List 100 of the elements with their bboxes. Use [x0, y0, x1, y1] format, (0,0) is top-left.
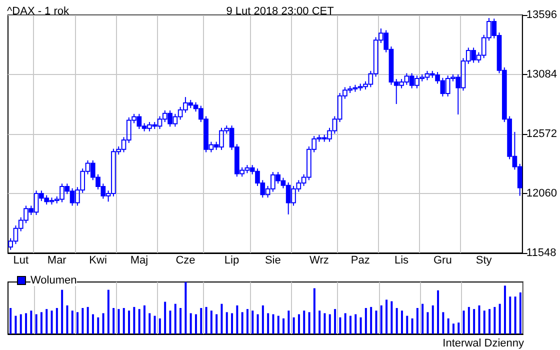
bar — [241, 312, 244, 334]
y-tick-label: 13084 — [526, 68, 558, 80]
bar — [25, 313, 28, 334]
bar — [169, 310, 172, 334]
bar — [210, 310, 212, 334]
bar — [390, 301, 393, 334]
x-tick-label: Paz — [350, 254, 370, 266]
bar — [468, 306, 470, 334]
bar — [20, 314, 22, 334]
bar — [380, 305, 382, 334]
bar — [61, 290, 64, 334]
bar — [344, 313, 346, 334]
bar — [262, 305, 264, 334]
bar — [180, 308, 182, 334]
bar — [46, 309, 48, 334]
bar — [56, 308, 58, 334]
bar — [256, 314, 259, 334]
bar — [97, 317, 100, 334]
bar — [40, 312, 42, 334]
bar — [426, 312, 429, 334]
y-tick-label: 12060 — [526, 188, 558, 200]
bar — [107, 290, 110, 334]
bar — [416, 308, 418, 334]
chart-title: ^DAX - 1 rok — [7, 6, 70, 18]
bar — [200, 308, 202, 334]
bar — [411, 318, 414, 334]
bar — [76, 312, 79, 334]
x-tick-label: Wrz — [310, 254, 329, 266]
bar — [252, 310, 254, 334]
bar — [272, 314, 274, 334]
bar — [498, 304, 501, 334]
bar — [133, 306, 136, 334]
x-tick-label: Lut — [13, 254, 29, 266]
bar — [396, 308, 398, 334]
bar — [143, 305, 146, 334]
y-tick-label: 12572 — [526, 128, 558, 140]
x-tick-label: Kwi — [89, 254, 107, 266]
x-tick-label: Mar — [47, 254, 67, 266]
bar — [504, 286, 506, 334]
text: Interwal Dzienny — [442, 338, 524, 350]
bar — [50, 310, 53, 334]
x-tick-label: Sie — [264, 254, 281, 266]
bar — [267, 313, 270, 334]
bar — [303, 310, 306, 334]
bar — [220, 304, 223, 334]
bar — [164, 302, 166, 334]
bar — [328, 314, 331, 334]
bar — [370, 306, 372, 334]
bar — [432, 305, 434, 334]
bar — [246, 309, 248, 334]
bar — [473, 309, 476, 334]
bar — [386, 300, 388, 334]
bar — [138, 309, 140, 334]
bar — [334, 309, 336, 334]
bar — [10, 308, 12, 334]
bar — [122, 308, 125, 334]
bar — [349, 316, 352, 334]
x-tick-label: Cze — [176, 254, 196, 266]
bar — [494, 306, 496, 334]
bar — [194, 314, 197, 334]
bar — [509, 296, 512, 334]
bar — [112, 308, 115, 334]
bar — [282, 318, 285, 334]
y-tick-label: 13596 — [526, 9, 558, 21]
bar — [205, 306, 208, 334]
bar — [92, 314, 94, 334]
bar — [422, 304, 424, 334]
bar — [292, 317, 295, 334]
bar — [128, 310, 130, 334]
bar — [86, 306, 89, 334]
x-tick-label: Maj — [130, 254, 148, 266]
legend-label: Wolumen — [30, 274, 77, 286]
bar — [514, 296, 516, 334]
bar — [66, 305, 68, 334]
y-tick-label: 11548 — [526, 247, 556, 259]
bar — [483, 310, 486, 334]
bar — [35, 314, 38, 334]
bar — [400, 310, 403, 334]
x-tick-label: Sty — [476, 254, 492, 266]
bar — [375, 310, 378, 334]
x-tick-label: Lip — [224, 254, 240, 266]
bar — [288, 310, 290, 334]
bar — [14, 316, 17, 334]
bar — [118, 309, 120, 334]
bar — [406, 316, 408, 334]
bar — [452, 324, 454, 334]
bar — [148, 313, 151, 334]
bar — [82, 308, 84, 334]
bar — [447, 318, 450, 334]
bar — [226, 312, 228, 334]
bar — [437, 290, 440, 334]
bar — [318, 310, 321, 334]
bar — [478, 305, 480, 334]
bar — [442, 312, 444, 334]
bar — [458, 322, 460, 334]
bar — [184, 282, 187, 334]
x-tick-label: Gru — [434, 254, 452, 266]
bar — [308, 312, 310, 334]
chart-subtitle: 9 Lut 2018 23:00 CET — [226, 6, 334, 18]
bar — [360, 317, 362, 334]
